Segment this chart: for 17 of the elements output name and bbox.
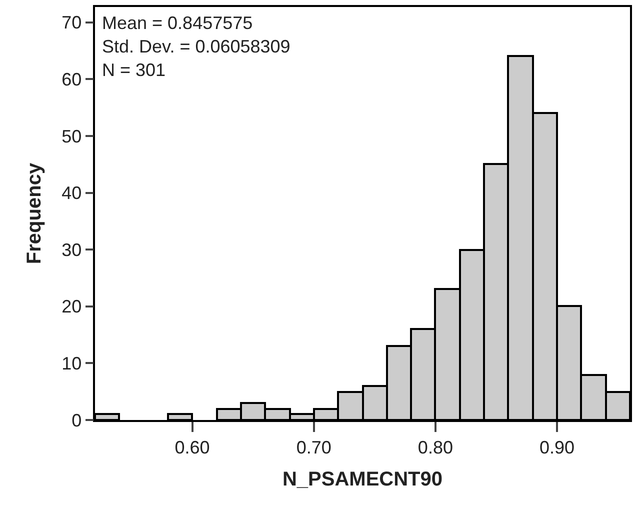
- y-tick-label: 30: [62, 240, 82, 260]
- y-tick-label: 40: [62, 183, 82, 204]
- annotation: Std. Dev. = 0.06058309: [102, 36, 290, 56]
- y-tick-label: 10: [62, 353, 82, 374]
- x-tick-label: 0.60: [174, 437, 210, 458]
- x-tick-label: 0.70: [296, 437, 332, 458]
- x-tick-label: 0.90: [540, 437, 575, 458]
- annotation: N = 301: [102, 60, 166, 80]
- y-tick-label: 0: [72, 410, 82, 430]
- y-tick-label: 20: [62, 296, 82, 317]
- x-tick-label: 0.80: [418, 437, 453, 458]
- x-axis-title: N_PSAMECNT90: [282, 468, 443, 490]
- y-tick-label: 50: [62, 126, 82, 146]
- y-axis-title: Frequency: [24, 162, 46, 264]
- y-tick-label: 70: [62, 12, 82, 33]
- annotation: Mean = 0.8457575: [102, 13, 253, 33]
- y-tick-label: 60: [62, 69, 82, 90]
